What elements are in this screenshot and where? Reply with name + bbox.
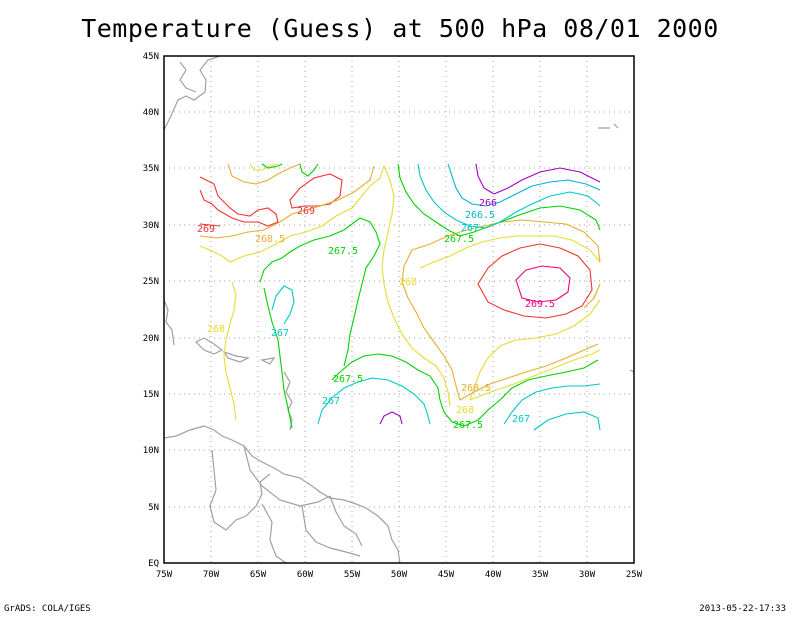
longitude-label: 55W <box>344 570 361 580</box>
latitude-label: EQ <box>148 559 159 569</box>
longitude-label: 60W <box>297 570 314 580</box>
map-title: Temperature (Guess) at 500 hPa 08/01 200… <box>81 14 719 43</box>
longitude-label: 40W <box>485 570 502 580</box>
contour-lines <box>199 163 601 431</box>
contour-label: 267.5 <box>444 234 474 245</box>
latitude-label: 45N <box>143 52 159 62</box>
longitude-label: 30W <box>579 570 596 580</box>
longitude-label: 70W <box>203 570 220 580</box>
latitude-label: 25N <box>143 277 159 287</box>
latitude-label: 15N <box>143 390 159 400</box>
longitude-label: 50W <box>391 570 408 580</box>
grads-credit: GrADS: COLA/IGES <box>4 604 91 614</box>
contour-label: 267 <box>512 414 530 425</box>
latitude-labels: EQ 5N 10N 15N 20N 25N 30N 35N 40N 45N <box>143 52 159 569</box>
contour-label: 268.5 <box>255 234 285 245</box>
contour-label: 267.5 <box>453 420 483 431</box>
contour-label: 269.5 <box>525 299 555 310</box>
latitude-label: 30N <box>143 221 159 231</box>
contour-label: 266 <box>479 198 497 209</box>
contour-label: 269 <box>197 224 215 235</box>
longitude-label: 65W <box>250 570 267 580</box>
contour-label: 267.5 <box>328 246 358 257</box>
longitude-label: 25W <box>626 570 643 580</box>
contour-label: 267 <box>322 396 340 407</box>
contour-label: 266.5 <box>465 210 495 221</box>
contour-label: 268 <box>207 324 225 335</box>
contour-label: 267 <box>461 223 479 234</box>
latitude-label: 40N <box>143 108 159 118</box>
contour-label: 269 <box>297 206 315 217</box>
latitude-label: 20N <box>143 334 159 344</box>
coastlines <box>163 55 635 564</box>
contour-labels: 266266.5267267.5268.5269269267.5268269.5… <box>197 198 555 431</box>
contour-label: 267.5 <box>333 374 363 385</box>
longitude-label: 45W <box>438 570 455 580</box>
map-frame <box>163 55 635 564</box>
contour-label: 268 <box>456 405 474 416</box>
latitude-label: 35N <box>143 164 159 174</box>
longitude-label: 75W <box>156 570 173 580</box>
latitude-label: 5N <box>148 503 159 513</box>
longitude-label: 35W <box>532 570 549 580</box>
contour-label: 268.5 <box>461 383 491 394</box>
longitude-labels: 75W 70W 65W 60W 55W 50W 45W 40W 35W 30W 25W <box>156 570 643 580</box>
latitude-label: 10N <box>143 446 159 456</box>
contour-label: 267 <box>271 328 289 339</box>
contour-label: 268 <box>399 277 417 288</box>
generation-timestamp: 2013-05-22-17:33 <box>699 604 786 614</box>
